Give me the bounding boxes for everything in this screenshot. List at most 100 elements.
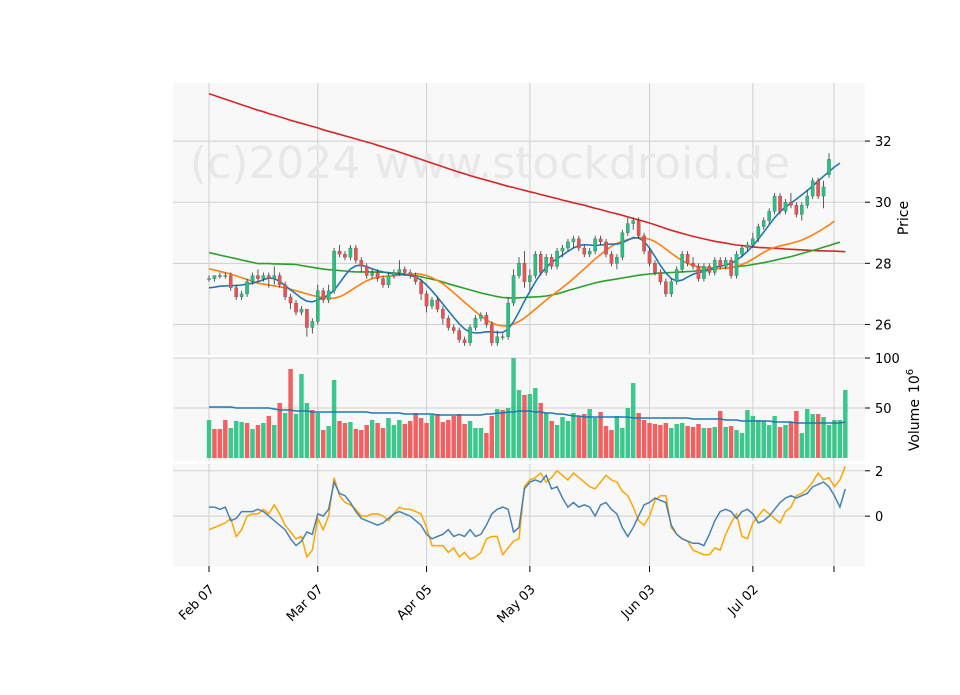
candle-body xyxy=(370,272,374,276)
volume-bar xyxy=(527,394,533,458)
volume-bar xyxy=(565,421,571,458)
volume-bar xyxy=(359,430,364,458)
volume-bar xyxy=(582,414,587,458)
oscillator-panel-bg xyxy=(173,464,865,566)
candle-body xyxy=(337,250,342,255)
candle-body xyxy=(511,275,516,304)
moving-average-line xyxy=(208,92,846,253)
candle-body xyxy=(435,299,440,310)
volume-bar xyxy=(717,411,723,458)
candle-body xyxy=(413,275,418,282)
candle-body xyxy=(805,195,810,206)
candle-body xyxy=(734,253,739,276)
volume-bar xyxy=(348,422,353,458)
volume-bar xyxy=(233,421,239,458)
candle-body xyxy=(256,275,260,279)
candle-body xyxy=(533,253,538,276)
oscillator-line xyxy=(209,473,847,547)
volume-bar xyxy=(440,422,446,458)
candle-body xyxy=(767,211,771,221)
volume-bar xyxy=(407,421,413,458)
volume-bar xyxy=(353,429,359,458)
x-tick-label: Mar 07 xyxy=(284,582,327,625)
candle-body xyxy=(620,232,625,258)
volume-bar xyxy=(505,408,511,458)
oscillator-tick-label: 0 xyxy=(875,510,883,525)
candle-body xyxy=(500,336,505,338)
volume-bar xyxy=(272,425,277,458)
candle-body xyxy=(462,339,467,343)
volume-bar xyxy=(723,427,728,458)
candle-body xyxy=(245,281,249,295)
volume-bar xyxy=(799,433,805,458)
volume-bar xyxy=(342,423,348,458)
candle-body xyxy=(228,275,233,288)
volume-bar xyxy=(456,414,462,458)
candle-body xyxy=(593,238,597,252)
candle-body xyxy=(566,241,570,249)
candle-body xyxy=(315,290,320,322)
candle-body xyxy=(636,220,641,236)
candle-body xyxy=(207,278,211,280)
volume-bar xyxy=(391,425,397,458)
volume-bar xyxy=(647,423,652,458)
volume-bar xyxy=(783,425,788,458)
volume-bar xyxy=(380,428,386,458)
volume-bar xyxy=(630,383,636,458)
volume-bar xyxy=(766,425,772,458)
price-tick-label: 26 xyxy=(875,318,892,333)
volume-bar xyxy=(685,426,690,458)
candle-body xyxy=(756,226,761,240)
candle-body xyxy=(751,238,755,246)
volume-bar xyxy=(592,418,598,458)
candle-body xyxy=(299,309,304,313)
x-tick-label: Jul 02 xyxy=(725,582,762,619)
volume-bar xyxy=(299,374,304,458)
candle-body xyxy=(664,281,668,295)
candle-body xyxy=(332,250,336,291)
volume-bar xyxy=(375,423,380,458)
candle-body xyxy=(723,260,728,267)
volume-bar xyxy=(217,429,223,458)
candle-body xyxy=(789,202,793,206)
candle-body xyxy=(544,257,548,273)
volume-average-line xyxy=(209,406,846,424)
candle-body xyxy=(615,257,619,264)
volume-bar xyxy=(326,426,331,458)
volume-bar xyxy=(620,428,625,458)
volume-bar xyxy=(571,413,576,458)
volume-tick-label: 100 xyxy=(875,352,900,367)
volume-bar xyxy=(500,410,505,458)
volume-bar xyxy=(543,413,549,458)
candle-body xyxy=(223,275,228,277)
volume-bar xyxy=(533,388,538,458)
volume-bar xyxy=(386,418,391,458)
moving-average-lines xyxy=(208,92,846,334)
candle-body xyxy=(234,287,238,298)
volume-axis-title: Volume 106 xyxy=(905,369,923,451)
volume-bar xyxy=(244,423,250,458)
candle-body xyxy=(294,302,298,313)
volume-bar xyxy=(707,428,712,458)
candle-body xyxy=(408,272,413,276)
candle-body xyxy=(794,205,799,215)
volume-bar xyxy=(745,410,750,458)
candle-body xyxy=(696,266,701,279)
volume-bar xyxy=(788,422,794,458)
candle-body xyxy=(647,250,652,264)
volume-bar xyxy=(696,424,701,458)
volume-bar xyxy=(413,413,418,458)
oscillator-lines xyxy=(208,466,847,561)
volume-bar xyxy=(674,424,679,458)
volume-bar xyxy=(636,413,641,458)
candle-body xyxy=(707,266,712,273)
volume-bar xyxy=(761,421,766,458)
volume-bar xyxy=(815,414,821,458)
candle-body xyxy=(419,281,423,295)
candle-body xyxy=(359,260,364,267)
candle-body xyxy=(691,263,695,267)
volume-bar xyxy=(837,420,843,458)
candle-body xyxy=(288,296,293,304)
volume-bar xyxy=(364,425,369,458)
